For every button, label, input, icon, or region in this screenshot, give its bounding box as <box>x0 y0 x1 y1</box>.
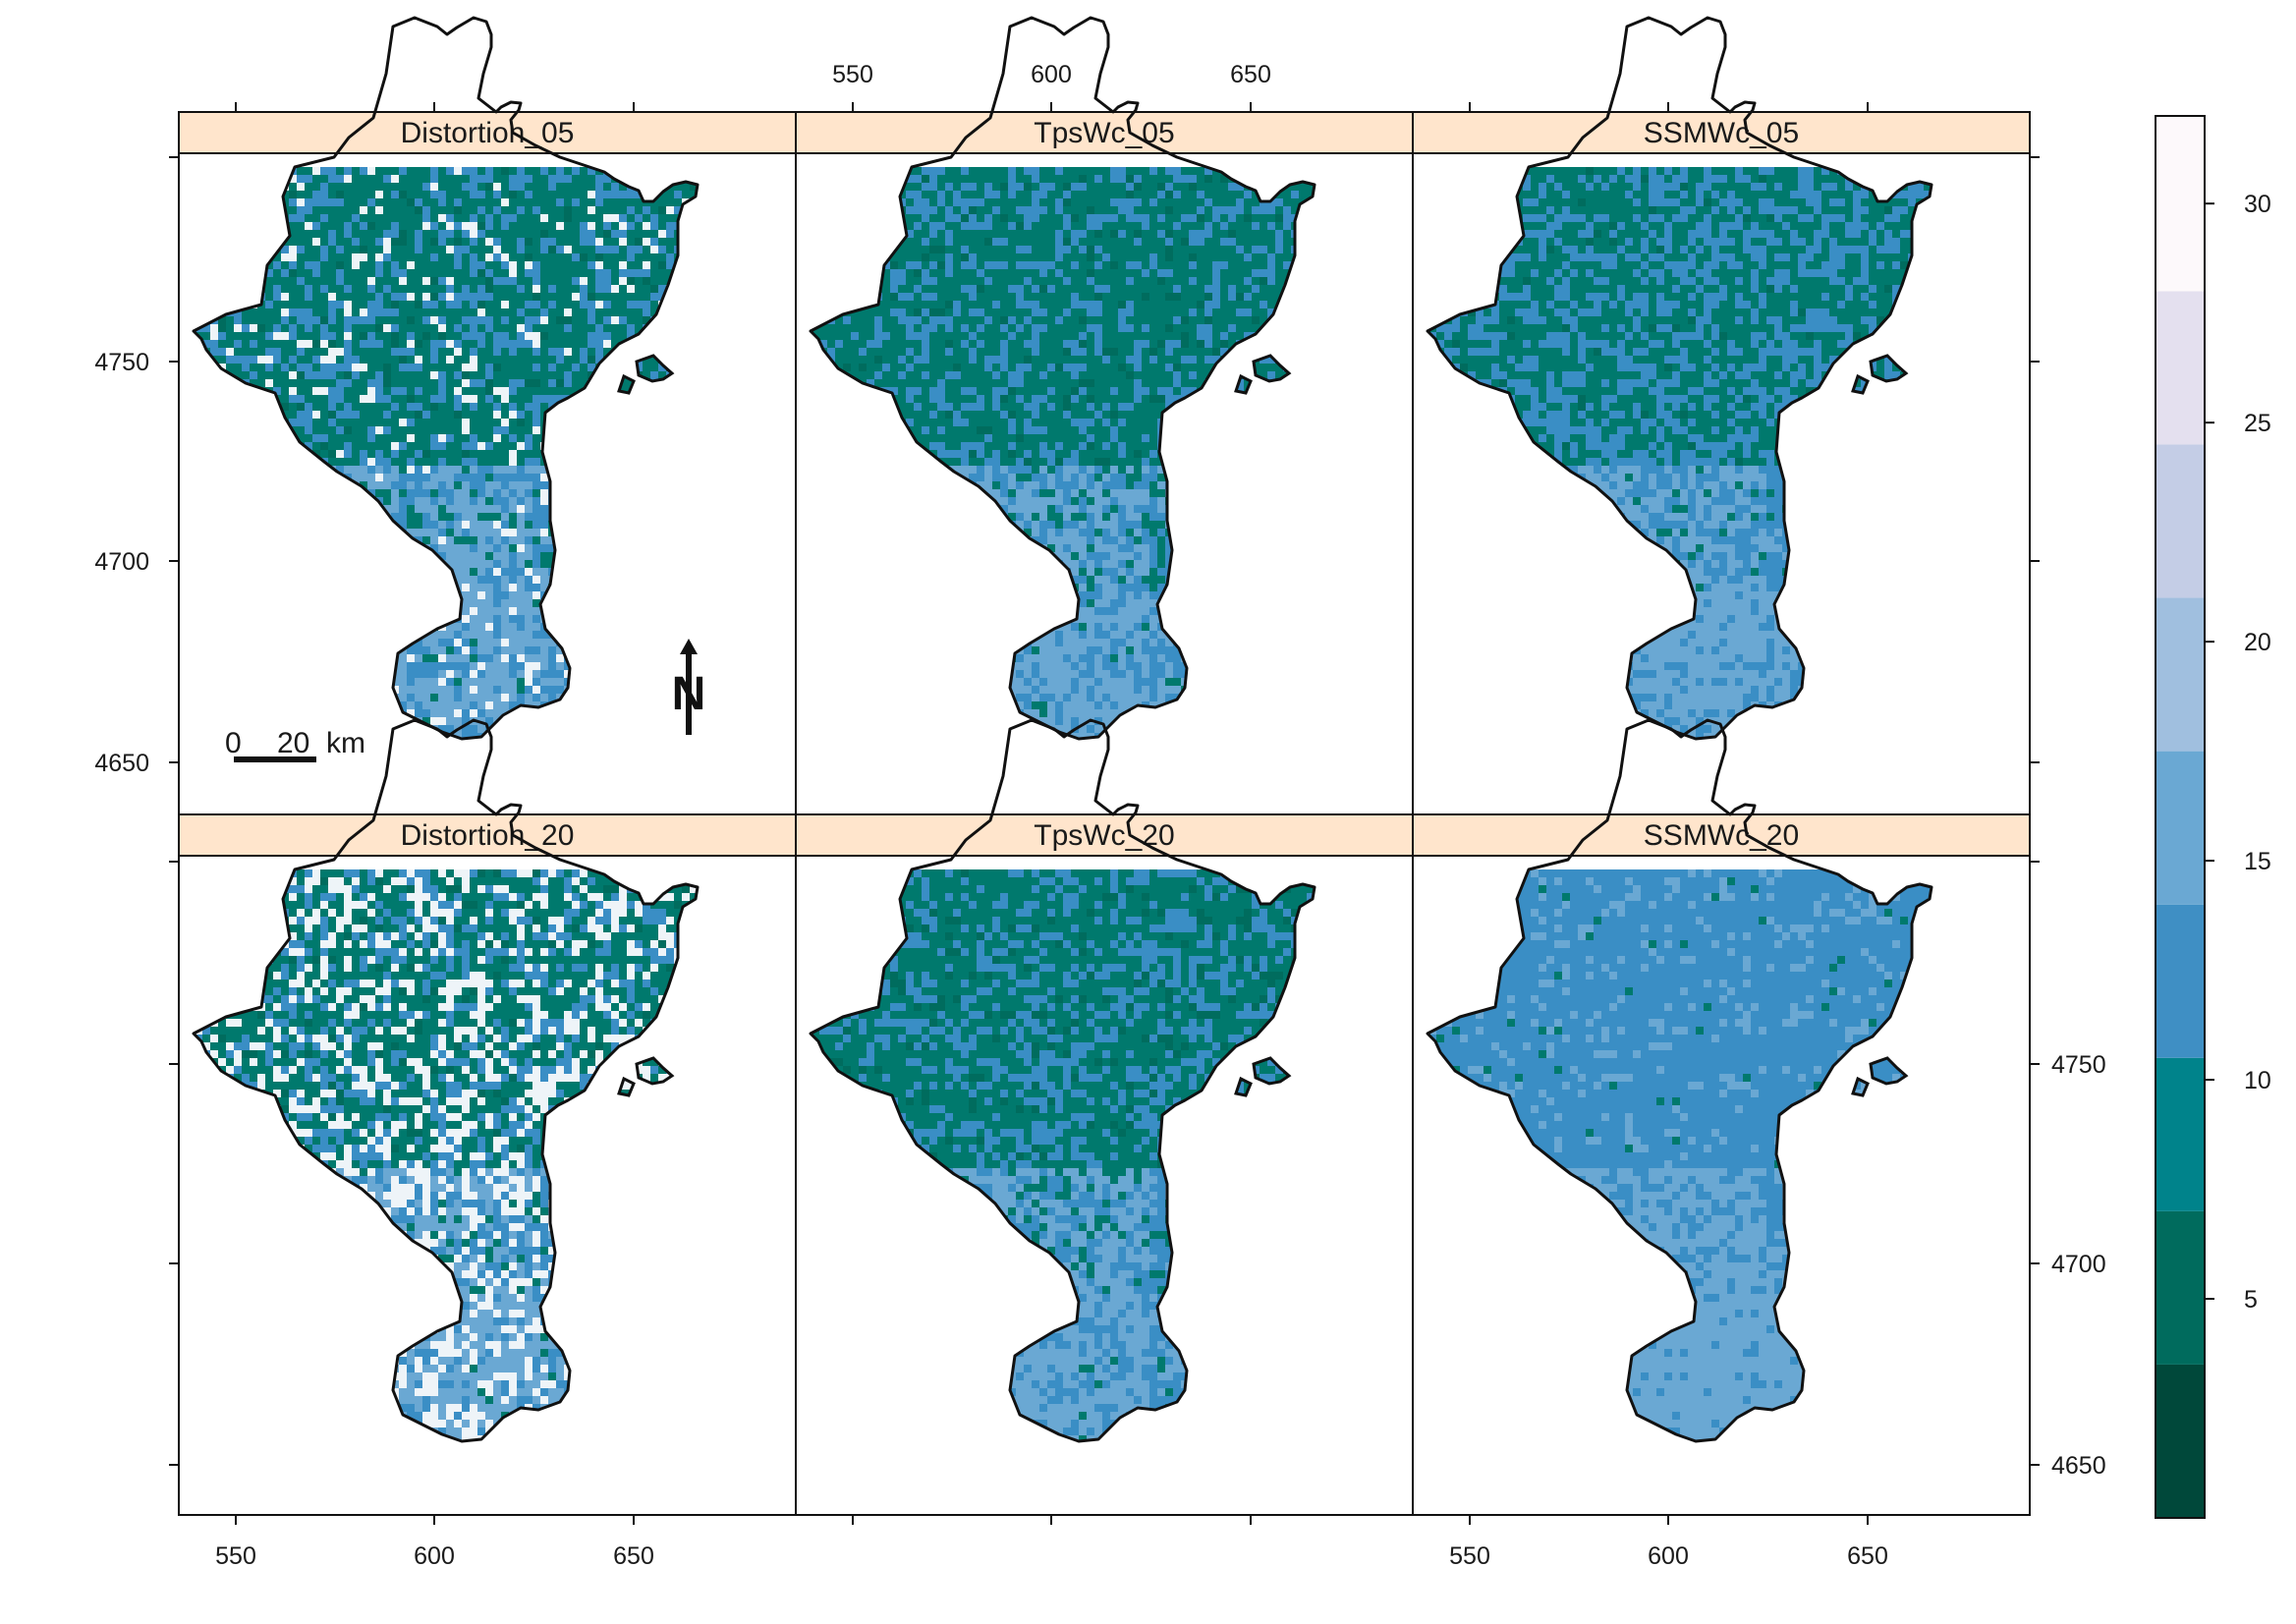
legend-tick-label: 15 <box>2244 848 2271 875</box>
axis-tick-label: 4650 <box>2051 1452 2106 1480</box>
panel-title: SSMWc_20 <box>1644 819 1799 852</box>
island-outline <box>1234 373 1253 395</box>
legend-color-band <box>2156 904 2205 1058</box>
scale-bar-unit: km <box>326 727 365 759</box>
legend-tick-label: 25 <box>2244 410 2271 437</box>
scale-bar-distance: 20 <box>277 727 309 759</box>
north-arrow: N <box>672 639 706 735</box>
panel-frames <box>178 111 2031 1516</box>
axis-tick-label: 600 <box>414 1542 455 1570</box>
region-outline <box>192 718 700 1443</box>
panel-strip <box>179 112 796 153</box>
axis-tick-label: 600 <box>1648 1542 1689 1570</box>
region-outline <box>192 16 700 741</box>
island-outline <box>1234 1076 1253 1097</box>
panel-strip <box>179 814 796 856</box>
legend-tick-label: 20 <box>2244 629 2271 656</box>
axis-tick-label: 600 <box>1031 61 1072 88</box>
axes: 550 600 650 550 600 650 550 600 650 4650 4700 4750 4… <box>94 61 2105 1570</box>
axis-tick-label: 4750 <box>2051 1051 2106 1079</box>
legend-color-band <box>2156 1364 2205 1518</box>
panel-strip <box>1413 814 2030 856</box>
axis-tick-label: 650 <box>1230 61 1271 88</box>
panel-strip <box>796 814 1413 856</box>
legend-frame <box>2155 115 2206 1519</box>
map-extras: 0 20 km N <box>225 639 705 762</box>
axis-tick-label: 550 <box>1449 1542 1490 1570</box>
scale-bar-line <box>234 756 316 762</box>
island-outline <box>1252 354 1292 383</box>
map-panel: Distortion_20 <box>179 718 796 1443</box>
region-outline <box>809 718 1316 1443</box>
axis-tick-label: 4700 <box>2051 1251 2106 1278</box>
map-panel: TpsWc_20 <box>796 718 1413 1443</box>
map-panels: Distortion_05 TpsWc_05 SSMWc_05 Distortion_… <box>179 16 2030 1443</box>
island-outline <box>1869 1056 1909 1086</box>
legend-color-band <box>2156 597 2205 752</box>
island-outline <box>1869 354 1909 383</box>
axis-tick-label: 550 <box>832 61 873 88</box>
panel-title: Distortion_20 <box>401 819 575 852</box>
legend-tick-label: 5 <box>2244 1286 2258 1314</box>
scale-bar-zero: 0 <box>225 727 242 759</box>
legend-color-band <box>2156 444 2205 598</box>
legend-tick-label: 30 <box>2244 191 2271 218</box>
island-outline <box>617 373 636 395</box>
island-outline <box>635 1056 675 1086</box>
axis-tick-label: 650 <box>1847 1542 1888 1570</box>
legend-tick-label: 10 <box>2244 1067 2271 1094</box>
map-panel: SSMWc_05 <box>1413 16 2030 741</box>
north-arrow-head-icon <box>680 639 698 654</box>
region-outline <box>1426 16 1933 741</box>
axis-tick-label: 4750 <box>94 349 149 376</box>
legend-color-band <box>2156 1210 2205 1365</box>
island-outline <box>1851 1076 1870 1097</box>
legend-color-band <box>2156 291 2205 445</box>
panel-strip <box>1413 112 2030 153</box>
island-outline <box>617 1076 636 1097</box>
scale-bar: 0 20 km <box>225 727 365 762</box>
axis-tick-label: 550 <box>215 1542 256 1570</box>
island-outline <box>1252 1056 1292 1086</box>
legend-color-band <box>2156 751 2205 905</box>
panel-strip <box>796 112 1413 153</box>
north-arrow-letter: N <box>672 668 706 720</box>
axis-tick-label: 650 <box>613 1542 654 1570</box>
region-outline <box>809 16 1316 741</box>
map-panel: SSMWc_20 <box>1413 718 2030 1443</box>
map-panel: Distortion_05 <box>179 16 796 741</box>
north-arrow-shaft <box>686 652 692 735</box>
panel-title: Distortion_05 <box>401 117 575 149</box>
island-outline <box>1851 373 1870 395</box>
region-outline <box>1426 718 1933 1443</box>
color-legend: 5 10 15 20 25 30 <box>2155 115 2271 1519</box>
legend-color-band <box>2156 1057 2205 1211</box>
axis-tick-label: 4700 <box>94 548 149 576</box>
map-panel: TpsWc_05 <box>796 16 1413 741</box>
legend-color-band <box>2156 116 2205 292</box>
axis-tick-label: 4650 <box>94 750 149 777</box>
island-outline <box>635 354 675 383</box>
panel-title: SSMWc_05 <box>1644 117 1799 149</box>
